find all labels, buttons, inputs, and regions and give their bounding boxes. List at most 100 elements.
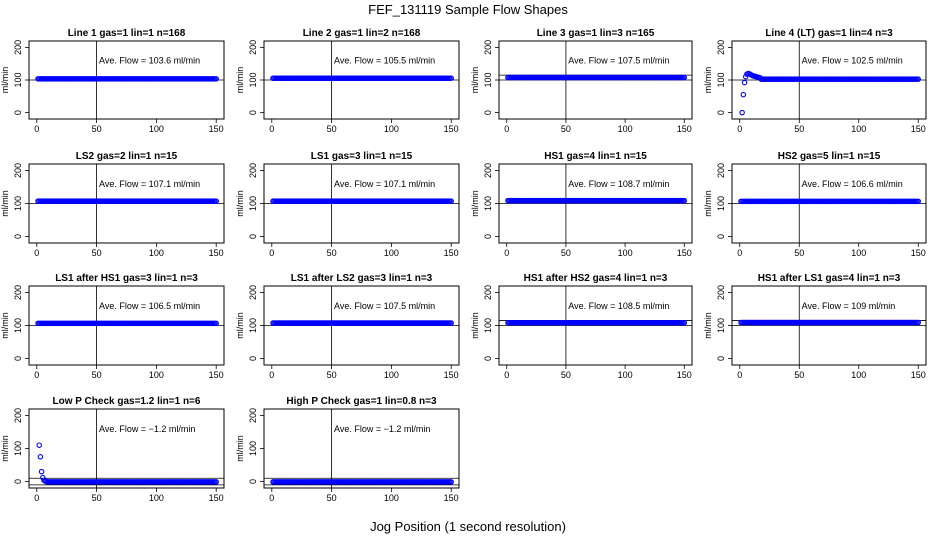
ave-flow-annotation: Ave. Flow = 106.6 ml/min	[802, 179, 903, 189]
data-series	[270, 75, 454, 81]
y-tick-label: 100	[716, 72, 726, 87]
y-axis-label: ml/min	[703, 190, 713, 217]
x-tick-label: 100	[851, 124, 866, 134]
data-series	[270, 320, 454, 326]
data-series	[505, 197, 688, 204]
y-tick-label: 0	[13, 479, 23, 484]
x-tick-label: 0	[504, 124, 509, 134]
panel-14: High P Check gas=1 lin=0.8 n=3 0 50 100 150 0…	[235, 396, 460, 503]
y-tick-label: 100	[13, 72, 23, 87]
ave-flow-annotation: Ave. Flow = 105.5 ml/min	[334, 56, 435, 66]
x-tick-label: 0	[34, 248, 39, 258]
x-tick-label: 0	[34, 370, 39, 380]
y-tick-label: 200	[248, 408, 258, 423]
x-tick-label: 50	[92, 370, 102, 380]
y-axis-label: ml/min	[470, 67, 480, 94]
panel-title: HS1 after HS2 gas=4 lin=1 n=3	[524, 273, 668, 284]
x-tick-label: 150	[911, 370, 926, 380]
x-tick-label: 0	[737, 370, 742, 380]
data-point	[741, 79, 748, 86]
x-tick-label: 50	[92, 248, 102, 258]
data-point	[213, 76, 219, 82]
y-tick-label: 0	[248, 110, 258, 115]
x-tick-label: 50	[327, 493, 337, 503]
data-point	[681, 74, 688, 81]
figure-title: FEF_131119 Sample Flow Shapes	[368, 2, 568, 17]
data-series	[35, 76, 219, 82]
data-point	[38, 468, 45, 475]
y-tick-label: 100	[13, 318, 23, 333]
x-tick-label: 150	[677, 370, 692, 380]
data-series	[35, 320, 219, 327]
panel-9: LS1 after HS1 gas=3 lin=1 n=3 0 50 100 150 0 1…	[0, 273, 225, 380]
x-tick-label: 0	[504, 248, 509, 258]
x-tick-label: 50	[327, 124, 337, 134]
panel-title: LS1 after LS2 gas=3 lin=1 n=3	[291, 273, 433, 284]
panel-title: Line 1 gas=1 lin=1 n=168	[68, 28, 186, 39]
y-tick-label: 0	[13, 234, 23, 239]
y-tick-label: 200	[13, 285, 23, 300]
x-tick-label: 150	[209, 370, 224, 380]
x-tick-label: 150	[677, 124, 692, 134]
y-axis-label: ml/min	[235, 190, 245, 217]
x-tick-label: 50	[92, 124, 102, 134]
ave-flow-annotation: Ave. Flow = −1.2 ml/min	[99, 424, 195, 434]
y-tick-label: 100	[248, 318, 258, 333]
panel-title: LS2 gas=2 lin=1 n=15	[76, 151, 178, 162]
data-point	[448, 75, 454, 81]
ave-flow-annotation: Ave. Flow = 108.5 ml/min	[568, 301, 669, 311]
y-tick-label: 0	[248, 356, 258, 361]
x-tick-label: 0	[269, 370, 274, 380]
data-point	[915, 198, 921, 205]
data-point	[36, 442, 42, 448]
panel-12: HS1 after LS1 gas=4 lin=1 n=3 0 50 100 150 0 1…	[703, 273, 927, 380]
ave-flow-annotation: Ave. Flow = 108.7 ml/min	[568, 179, 669, 189]
data-point	[448, 198, 454, 204]
plot-frame	[263, 408, 460, 489]
y-axis-label: ml/min	[0, 435, 10, 462]
ave-flow-annotation: Ave. Flow = 106.5 ml/min	[99, 301, 200, 311]
y-axis-label: ml/min	[0, 67, 10, 94]
y-axis-label: ml/min	[703, 312, 713, 339]
data-point	[915, 319, 921, 326]
y-tick-label: 100	[716, 318, 726, 333]
panel-grid: Line 1 gas=1 lin=1 n=168 0 50 100 150 0 100 200…	[0, 28, 927, 503]
y-tick-label: 100	[483, 72, 493, 87]
panel-3: Line 3 gas=1 lin=3 n=165 0 50 100 150 0 100 200…	[470, 28, 693, 134]
x-tick-label: 50	[327, 370, 337, 380]
panel-title: Line 4 (LT) gas=1 lin=4 n=3	[765, 28, 893, 39]
data-point	[739, 109, 745, 116]
ave-flow-annotation: Ave. Flow = 102.5 ml/min	[802, 56, 903, 66]
y-tick-label: 100	[248, 441, 258, 456]
panel-title: Line 3 gas=1 lin=3 n=165	[537, 28, 655, 39]
panel-title: LS1 after HS1 gas=3 lin=1 n=3	[55, 273, 198, 284]
x-tick-label: 50	[92, 493, 102, 503]
data-series	[36, 442, 219, 485]
x-tick-label: 50	[794, 124, 804, 134]
y-tick-label: 200	[13, 163, 23, 178]
y-tick-label: 0	[13, 356, 23, 361]
data-series	[270, 198, 454, 204]
y-tick-label: 0	[13, 110, 23, 115]
panel-title: HS1 gas=4 lin=1 n=15	[544, 151, 647, 162]
data-point	[740, 91, 747, 98]
data-point	[681, 197, 688, 204]
y-tick-label: 100	[716, 196, 726, 211]
x-tick-label: 150	[444, 248, 459, 258]
y-tick-label: 200	[248, 285, 258, 300]
data-series	[270, 479, 454, 485]
x-tick-label: 100	[384, 493, 399, 503]
panel-title: Low P Check gas=1.2 lin=1 n=6	[53, 396, 201, 407]
y-tick-label: 100	[248, 72, 258, 87]
panel-title: HS1 after LS1 gas=4 lin=1 n=3	[758, 273, 901, 284]
ave-flow-annotation: Ave. Flow = 107.1 ml/min	[334, 179, 435, 189]
y-axis-label: ml/min	[703, 67, 713, 94]
x-tick-label: 100	[618, 370, 633, 380]
data-point	[213, 320, 219, 327]
x-tick-label: 0	[269, 124, 274, 134]
panel-13: Low P Check gas=1.2 lin=1 n=6 0 50 100 150 0 1…	[0, 396, 225, 503]
y-tick-label: 100	[248, 196, 258, 211]
y-tick-label: 100	[13, 441, 23, 456]
x-tick-label: 100	[149, 493, 164, 503]
x-tick-label: 0	[269, 493, 274, 503]
